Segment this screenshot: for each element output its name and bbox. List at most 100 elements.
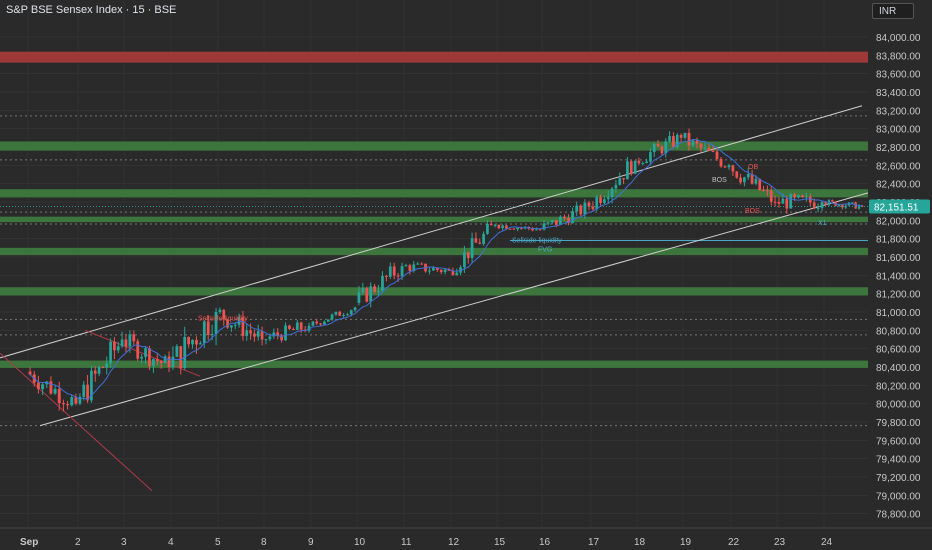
candle-body — [699, 143, 703, 149]
candle-body — [210, 333, 214, 335]
candle-body — [633, 160, 637, 174]
candle-body — [28, 371, 32, 375]
demand-zone — [0, 141, 868, 151]
candle-body — [493, 224, 497, 226]
last-price-tag: 82,151.51 — [874, 202, 919, 213]
candle-body — [353, 307, 357, 311]
candle-body — [520, 227, 523, 229]
candle-body — [334, 311, 338, 315]
candle-body — [497, 224, 501, 229]
candle-body — [820, 202, 824, 208]
moving-average — [29, 138, 863, 400]
candle-body — [276, 332, 280, 336]
candle-body — [152, 359, 155, 366]
candle-body — [505, 225, 508, 229]
candle-body — [61, 403, 65, 405]
candle-body — [128, 334, 132, 347]
candle-body — [550, 220, 554, 223]
demand-zone — [0, 189, 868, 198]
time-tick-label: 9 — [308, 537, 314, 548]
price-tick-label: 79,400.00 — [876, 455, 921, 466]
candle-body — [245, 330, 249, 336]
candle-body — [226, 319, 229, 328]
candle-body — [672, 136, 675, 147]
candle-body — [330, 314, 334, 320]
candle-body — [679, 134, 683, 138]
candle-body — [575, 205, 579, 212]
candle-body — [295, 322, 299, 330]
currency-selector[interactable]: INR — [872, 3, 914, 19]
candle-body — [412, 264, 416, 271]
candle-body — [854, 202, 857, 209]
time-tick-label: 19 — [680, 537, 692, 548]
candle-body — [683, 132, 687, 138]
time-tick-label: 15 — [494, 537, 506, 548]
candle-body — [222, 309, 226, 320]
candle-body — [463, 252, 466, 268]
candle-body — [41, 384, 45, 390]
candle-body — [315, 321, 319, 324]
candles — [28, 128, 864, 412]
candle-body — [723, 166, 727, 168]
candle-body — [812, 202, 816, 209]
candle-body — [622, 178, 625, 180]
price-tick-label: 79,200.00 — [876, 473, 921, 484]
candle-body — [256, 331, 260, 337]
price-tick-label: 81,200.00 — [876, 290, 921, 301]
candle-body — [136, 341, 140, 359]
price-tick-label: 83,800.00 — [876, 51, 921, 62]
candle-body — [743, 177, 746, 183]
candle-body — [86, 384, 89, 401]
candle-body — [501, 225, 504, 229]
candle-body — [711, 150, 715, 152]
candle-body — [595, 197, 599, 210]
candle-body — [554, 220, 558, 225]
candle-body — [230, 325, 233, 328]
candle-body — [538, 229, 542, 231]
price-tick-label: 84,000.00 — [876, 33, 921, 44]
candle-body — [144, 348, 147, 357]
candle-body — [113, 341, 116, 351]
candle-body — [579, 205, 583, 215]
supply-zone — [0, 51, 868, 63]
candle-body — [781, 198, 785, 204]
candle-body — [664, 141, 668, 154]
candle-body — [439, 270, 443, 273]
candle-body — [735, 171, 739, 178]
candle-body — [591, 206, 595, 210]
time-tick-label: 16 — [539, 537, 551, 548]
candle-body — [707, 147, 711, 151]
price-tick-label: 83,200.00 — [876, 106, 921, 117]
candle-body — [447, 269, 451, 271]
last-price-tag-bg — [869, 199, 930, 214]
trendlines — [0, 105, 869, 492]
candle-body — [284, 325, 287, 341]
channel-upper-line — [0, 105, 863, 359]
candle-body — [179, 346, 183, 369]
candle-body — [610, 188, 614, 198]
candle-body — [727, 165, 731, 168]
candle-body — [583, 202, 587, 215]
candle-body — [542, 223, 546, 230]
candle-body — [603, 199, 606, 203]
ma-line — [29, 138, 863, 400]
candle-body — [769, 190, 773, 202]
candle-body — [512, 228, 516, 230]
liquidity-label-2: Sellside liquidity — [512, 237, 562, 244]
candle-body — [346, 314, 349, 316]
candle-body — [183, 336, 187, 369]
price-tick-label: 81,000.00 — [876, 308, 921, 319]
candle-body — [746, 174, 750, 178]
candle-body — [851, 202, 854, 204]
candle-body — [599, 197, 602, 203]
candle-body — [486, 223, 489, 234]
candle-body — [369, 286, 373, 302]
candle-body — [478, 242, 482, 244]
price-tick-label: 80,600.00 — [876, 345, 921, 356]
candle-body — [443, 269, 447, 273]
time-tick-label: 18 — [634, 537, 646, 548]
candle-body — [558, 216, 562, 225]
candle-body — [338, 311, 342, 316]
candle-body — [264, 339, 268, 341]
